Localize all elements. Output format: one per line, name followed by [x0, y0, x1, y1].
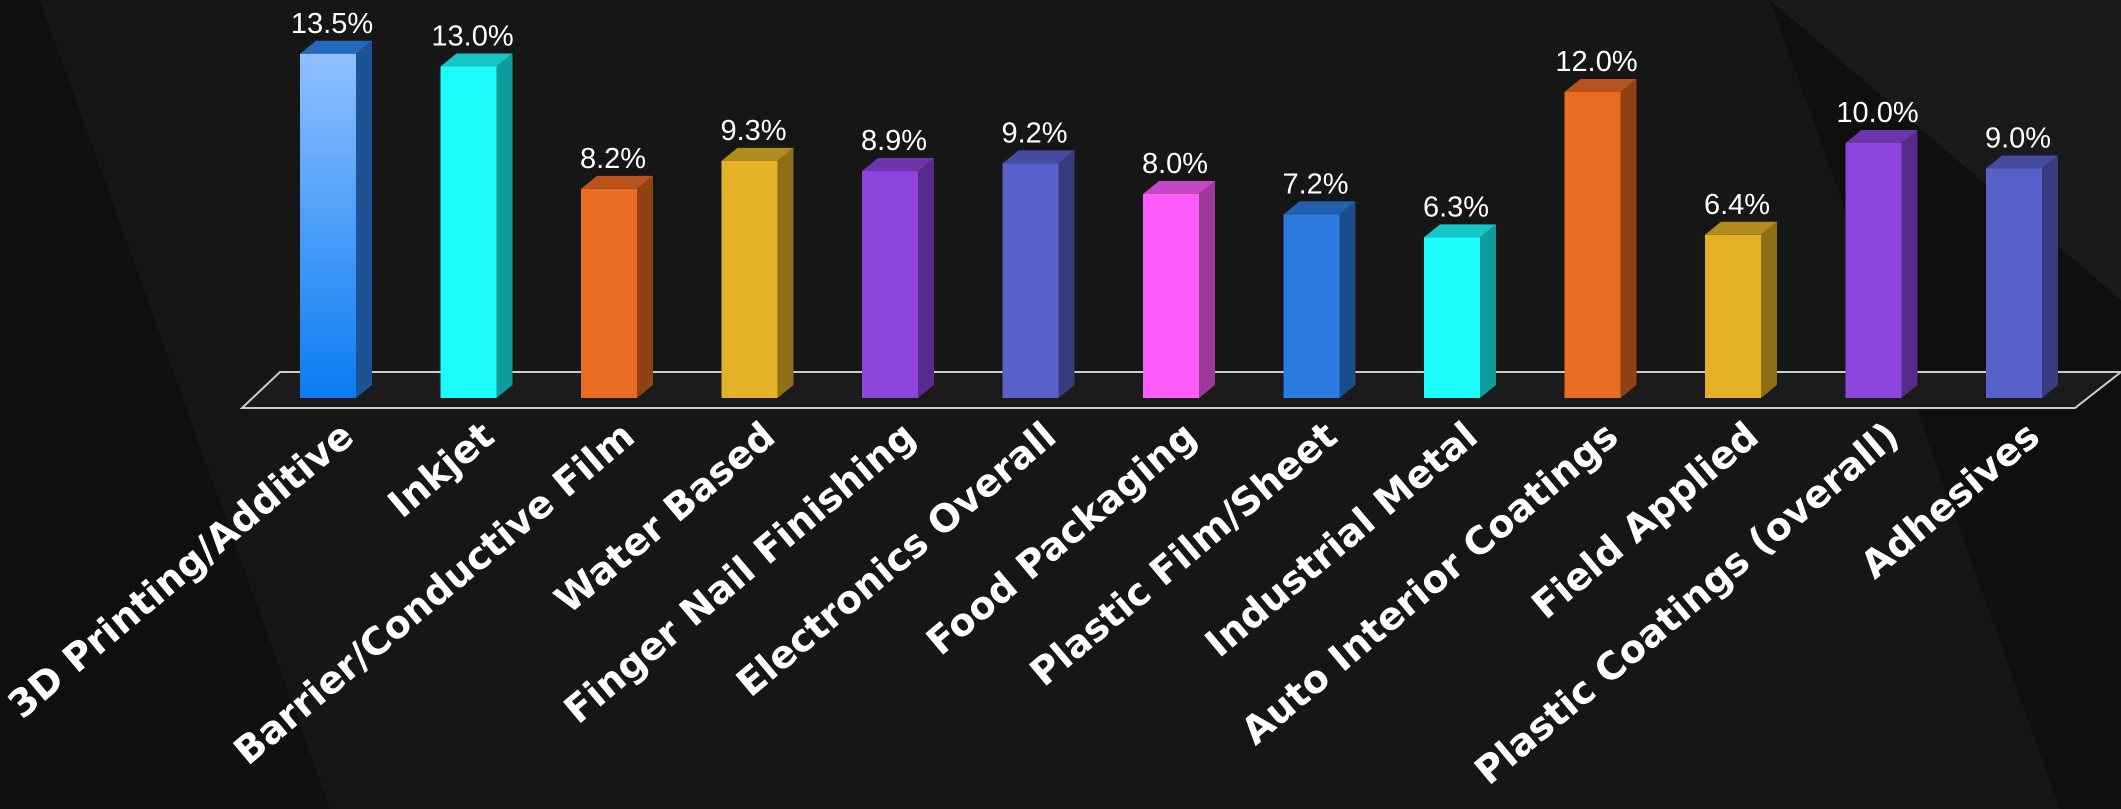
bar-front: [1986, 168, 2042, 398]
bar-front: [721, 160, 778, 398]
bar-front: [1283, 214, 1340, 398]
bar-front: [1002, 163, 1059, 398]
bar: [1424, 224, 1496, 398]
bar-front: [1424, 237, 1480, 398]
bar: [1564, 79, 1637, 398]
data-label: 9.0%: [1985, 123, 2051, 155]
data-label: 9.2%: [1001, 117, 1067, 149]
data-label: 10.0%: [1836, 97, 1918, 129]
bar-top: [1986, 155, 2058, 169]
bar-side: [2042, 155, 2058, 398]
bar-top: [1564, 79, 1637, 92]
bar-side: [1761, 221, 1777, 398]
bar-front: [300, 53, 356, 398]
bar-top: [1845, 130, 1918, 143]
bar-side: [496, 53, 513, 398]
bar-front: [1705, 234, 1761, 398]
bar-side: [1480, 224, 1496, 398]
bar-side: [637, 175, 653, 398]
bar-front: [1143, 194, 1199, 398]
data-label: 7.2%: [1282, 168, 1348, 200]
bar: [862, 158, 934, 398]
bar-side: [918, 158, 934, 398]
value-labels: 13.5% 13.0% 8.2% 9.3% 8.9% 9.2% 8.0% 7.2% 6.3% 12…: [291, 8, 2051, 224]
bar-top: [1143, 181, 1215, 194]
bar: [1705, 221, 1777, 398]
bar-side: [1199, 181, 1215, 398]
data-label: 9.3%: [720, 115, 786, 147]
bar-top: [1424, 224, 1496, 238]
bar-top: [1002, 150, 1075, 164]
bar: [581, 175, 653, 398]
bar-side: [1620, 79, 1637, 398]
bar-side: [1058, 150, 1075, 398]
bar-top: [440, 53, 513, 67]
bar-top: [300, 40, 372, 54]
bar-front: [440, 66, 497, 398]
bar-top: [1705, 221, 1777, 235]
bar-side: [777, 147, 794, 398]
bar: [1845, 130, 1918, 398]
bar: [1986, 155, 2058, 398]
bar-top: [1283, 201, 1356, 215]
bar-front: [581, 188, 637, 398]
data-label: 8.2%: [580, 143, 646, 175]
bar-front: [1564, 92, 1621, 398]
bar: [721, 147, 794, 398]
bar-side: [1339, 201, 1356, 398]
data-label: 12.0%: [1555, 46, 1637, 78]
bars: [300, 40, 2058, 398]
bar: [1143, 181, 1215, 398]
bar-top: [862, 158, 934, 172]
bar-front: [862, 171, 918, 398]
bar: [1283, 201, 1356, 398]
data-label: 8.0%: [1142, 148, 1208, 180]
data-label: 13.0%: [431, 21, 513, 53]
bar-front: [1845, 143, 1902, 398]
bar-side: [356, 40, 372, 398]
bar-top: [581, 175, 653, 189]
bar: [1002, 150, 1075, 398]
data-label: 13.5%: [291, 8, 373, 40]
bar-side: [1901, 130, 1918, 398]
bar-top: [721, 147, 794, 161]
data-label: 8.9%: [861, 125, 927, 157]
data-label: 6.4%: [1704, 189, 1770, 221]
bar: [300, 40, 372, 398]
data-label: 6.3%: [1423, 191, 1489, 223]
bar: [440, 53, 513, 398]
